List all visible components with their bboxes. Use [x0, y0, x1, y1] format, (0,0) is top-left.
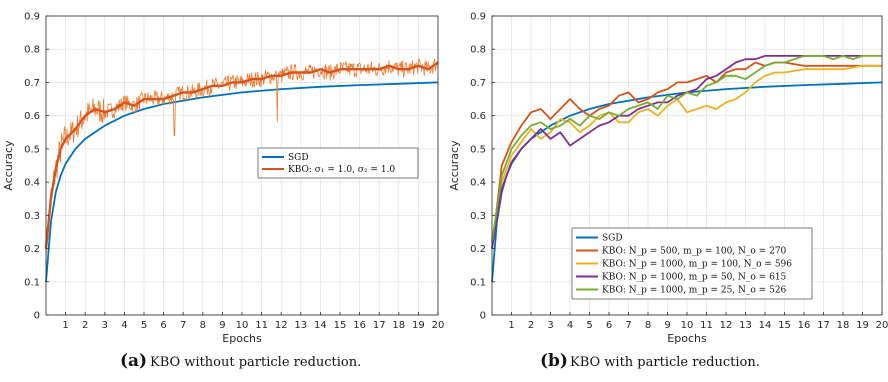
- x-tick-label: 17: [373, 320, 386, 331]
- x-tick-label: 10: [681, 320, 694, 331]
- legend-box: [257, 147, 419, 179]
- legend: SGD KBO: N_p = 500, m_p = 100, N_o = 270 K…: [571, 227, 813, 300]
- x-tick-label: 8: [200, 320, 206, 331]
- x-tick-label: 7: [180, 320, 186, 331]
- x-tick-label: 1: [62, 320, 68, 331]
- series-line-kbo-raw: [45, 58, 439, 266]
- x-tick-label: 12: [275, 320, 288, 331]
- chart-panel-b: 1 2 3 4 5 6 7 8 9 10 11 12 13 14 15 16 17 18 19 2000.10.20.…: [448, 12, 888, 372]
- y-tick-label: 0.7: [470, 78, 486, 89]
- series-line-3: [491, 55, 863, 249]
- x-tick-label: 3: [102, 320, 108, 331]
- x-tick-label: 14: [759, 320, 772, 331]
- x-tick-label: 10: [236, 320, 249, 331]
- x-tick-label: 2: [82, 320, 88, 331]
- x-tick-label: 1: [508, 320, 514, 331]
- legend-label: SGD: [288, 153, 309, 163]
- caption-text: KBO without particle reduction.: [150, 355, 361, 370]
- series-line-2: [491, 64, 882, 249]
- y-tick-label: 0.8: [470, 45, 486, 56]
- y-tick-label: 0.5: [24, 144, 40, 155]
- x-tick-label: 5: [141, 320, 147, 331]
- series-line-4: [491, 55, 882, 243]
- y-axis-label: Accuracy: [2, 140, 15, 191]
- x-tick-label: 2: [528, 320, 534, 331]
- x-tick-label: 11: [700, 320, 713, 331]
- legend-box: [571, 227, 813, 300]
- x-tick-label: 5: [586, 320, 592, 331]
- x-tick-label: 18: [392, 320, 405, 331]
- y-tick-label: 0.1: [24, 277, 40, 288]
- legend-label: KBO: N_p = 500, m_p = 100, N_o = 270: [602, 247, 787, 257]
- x-tick-label: 15: [778, 320, 791, 331]
- legend: SGD KBO: σ₁ = 1.0, σ₂ = 1.0: [257, 147, 419, 179]
- x-tick-label: 9: [219, 320, 225, 331]
- y-axis-label: Accuracy: [448, 140, 461, 191]
- x-tick-label: 9: [664, 320, 670, 331]
- x-tick-label: 7: [625, 320, 631, 331]
- caption-text: KBO with particle reduction.: [570, 355, 760, 370]
- x-tick-label: 19: [856, 320, 869, 331]
- x-tick-label: 4: [121, 320, 127, 331]
- y-tick-label: 0: [480, 311, 486, 322]
- x-tick-label: 11: [255, 320, 268, 331]
- y-tick-label: 0.2: [24, 244, 40, 255]
- chart-panel-a: 1 2 3 4 5 6 7 8 9 10 11 12 13 14 15 16 17 18 19 2000.10.20.…: [2, 12, 444, 372]
- legend-label: KBO: σ₁ = 1.0, σ₂ = 1.0: [288, 165, 395, 175]
- x-axis-label: Epochs: [667, 332, 707, 345]
- x-tick-label: 16: [353, 320, 366, 331]
- legend-label: SGD: [602, 234, 623, 244]
- x-tick-label: 14: [314, 320, 327, 331]
- caption-label: (b): [540, 351, 568, 371]
- y-tick-label: 0.6: [470, 111, 486, 122]
- y-tick-label: 0.8: [24, 45, 40, 56]
- x-tick-label: 17: [817, 320, 830, 331]
- x-tick-label: 6: [606, 320, 612, 331]
- y-tick-label: 0.3: [470, 211, 486, 222]
- caption-label: (a): [120, 351, 147, 371]
- y-tick-label: 0.2: [470, 244, 486, 255]
- x-tick-label: 13: [739, 320, 752, 331]
- x-tick-label: 20: [876, 320, 888, 331]
- x-tick-label: 4: [567, 320, 573, 331]
- y-tick-label: 0: [34, 311, 40, 322]
- y-tick-label: 0.5: [470, 144, 486, 155]
- y-tick-label: 0.7: [24, 78, 40, 89]
- x-tick-label: 15: [334, 320, 347, 331]
- series-line-0: [45, 81, 439, 282]
- x-tick-label: 20: [432, 320, 445, 331]
- y-tick-label: 0.4: [470, 178, 486, 189]
- x-tick-label: 6: [160, 320, 166, 331]
- y-tick-label: 0.6: [24, 111, 40, 122]
- y-tick-label: 0.9: [470, 12, 486, 23]
- y-tick-label: 0.1: [470, 277, 486, 288]
- x-tick-label: 18: [837, 320, 850, 331]
- x-tick-label: 13: [294, 320, 307, 331]
- x-tick-label: 8: [645, 320, 651, 331]
- x-tick-label: 19: [412, 320, 425, 331]
- legend-label: KBO: N_p = 1000, m_p = 50, N_o = 615: [602, 273, 787, 283]
- y-tick-label: 0.9: [24, 12, 40, 23]
- y-tick-label: 0.4: [24, 178, 40, 189]
- legend-label: KBO: N_p = 1000, m_p = 100, N_o = 596: [602, 260, 792, 270]
- y-tick-label: 0.3: [24, 211, 40, 222]
- series-line-1: [44, 61, 439, 249]
- x-tick-label: 3: [547, 320, 553, 331]
- legend-label: KBO: N_p = 1000, m_p = 25, N_o = 526: [602, 286, 787, 296]
- x-axis-label: Epochs: [222, 332, 262, 345]
- x-tick-label: 12: [720, 320, 733, 331]
- x-tick-label: 16: [798, 320, 811, 331]
